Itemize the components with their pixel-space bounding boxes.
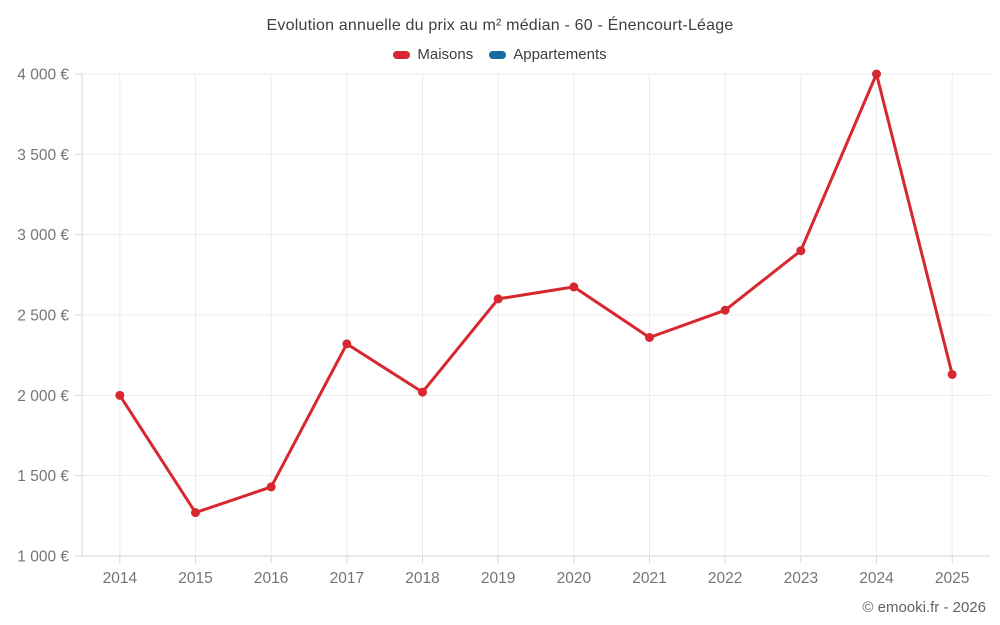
svg-text:2018: 2018 — [405, 570, 439, 587]
svg-text:2020: 2020 — [557, 570, 592, 587]
svg-text:2022: 2022 — [708, 570, 742, 587]
legend-item-appartements[interactable]: Appartements — [489, 46, 607, 63]
svg-text:2 500 €: 2 500 € — [17, 308, 69, 325]
svg-text:2025: 2025 — [935, 570, 969, 587]
svg-text:3 000 €: 3 000 € — [17, 227, 69, 244]
chart-title: Evolution annuelle du prix au m² médian … — [266, 17, 734, 34]
svg-text:2017: 2017 — [330, 570, 364, 587]
svg-text:1 500 €: 1 500 € — [17, 468, 69, 485]
legend-label-appartements: Appartements — [513, 46, 607, 63]
svg-text:2019: 2019 — [481, 570, 515, 587]
svg-text:4 000 €: 4 000 € — [17, 67, 69, 84]
appartements-color-swatch — [489, 50, 507, 59]
svg-text:2021: 2021 — [632, 570, 666, 587]
chart-legend: Maisons Appartements — [0, 46, 1000, 63]
svg-text:1 000 €: 1 000 € — [17, 549, 69, 566]
maisons-color-swatch — [393, 50, 411, 59]
svg-text:2015: 2015 — [178, 570, 212, 587]
legend-label-maisons: Maisons — [417, 46, 474, 63]
svg-text:2014: 2014 — [103, 570, 138, 587]
copyright-footer: © emooki.fr - 2026 — [862, 599, 986, 616]
svg-text:2016: 2016 — [254, 570, 288, 587]
svg-text:2 000 €: 2 000 € — [17, 388, 69, 405]
svg-text:3 500 €: 3 500 € — [17, 147, 69, 164]
svg-text:2024: 2024 — [859, 570, 894, 587]
legend-item-maisons[interactable]: Maisons — [393, 46, 473, 63]
svg-text:2023: 2023 — [784, 570, 818, 587]
